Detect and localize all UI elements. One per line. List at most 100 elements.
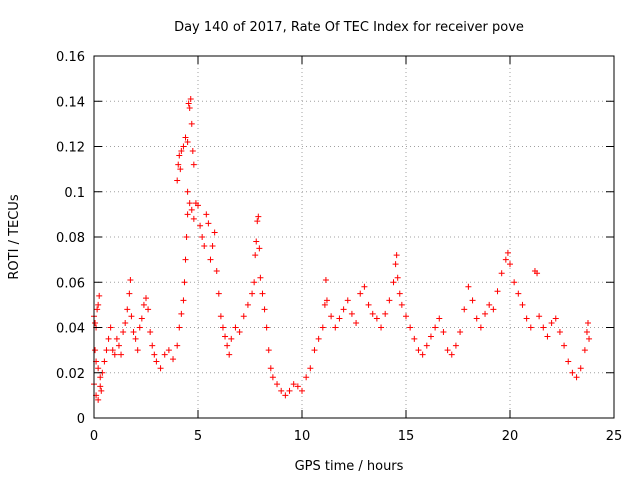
- chart-title: Day 140 of 2017, Rate Of TEC Index for r…: [174, 20, 524, 35]
- x-axis-label: GPS time / hours: [295, 459, 404, 474]
- data-point: [269, 374, 276, 381]
- data-point: [115, 342, 122, 349]
- data-point: [215, 290, 222, 297]
- data-point: [294, 383, 301, 390]
- data-point: [187, 95, 194, 102]
- y-tick-label: 0.1: [64, 186, 85, 201]
- data-point: [407, 324, 414, 331]
- y-tick-label: 0.04: [56, 322, 85, 337]
- data-point: [290, 381, 297, 388]
- data-point: [282, 392, 289, 399]
- data-point: [107, 324, 114, 331]
- data-point: [419, 351, 426, 358]
- data-point: [130, 329, 137, 336]
- data-point: [403, 313, 409, 320]
- data-point: [161, 351, 168, 358]
- data-point: [556, 329, 563, 336]
- data-point: [96, 292, 103, 299]
- data-point: [411, 335, 418, 342]
- data-point: [94, 306, 101, 313]
- data-point: [157, 365, 164, 372]
- data-point: [176, 152, 183, 159]
- data-point: [244, 301, 251, 308]
- data-point: [393, 252, 400, 259]
- data-point: [122, 319, 129, 326]
- data-point: [165, 347, 172, 354]
- data-point: [111, 351, 118, 358]
- data-point: [118, 351, 125, 358]
- data-point: [178, 148, 185, 155]
- data-point: [134, 347, 141, 354]
- data-point: [344, 297, 351, 304]
- data-point: [188, 120, 195, 127]
- data-point: [205, 220, 212, 227]
- data-point: [252, 252, 259, 259]
- data-point: [392, 261, 399, 268]
- data-point: [452, 342, 459, 349]
- data-point: [267, 365, 274, 372]
- data-point: [527, 324, 534, 331]
- data-point: [490, 306, 497, 313]
- data-point: [92, 319, 99, 326]
- x-tick-label: 0: [90, 429, 98, 444]
- data-point: [92, 347, 99, 354]
- data-point: [124, 306, 131, 313]
- data-point: [548, 319, 555, 326]
- data-point: [181, 279, 188, 286]
- data-point: [201, 243, 208, 250]
- data-point: [120, 329, 127, 336]
- y-tick-label: 0: [77, 412, 85, 427]
- data-point: [182, 134, 189, 141]
- data-point: [105, 335, 112, 342]
- data-point: [184, 138, 191, 145]
- data-point: [219, 324, 226, 331]
- data-point: [228, 335, 235, 342]
- data-point: [261, 306, 268, 313]
- data-point: [97, 374, 104, 381]
- data-point: [199, 234, 206, 240]
- x-tick-label: 20: [502, 429, 519, 444]
- data-point: [278, 387, 285, 394]
- data-point: [311, 347, 318, 354]
- data-point: [184, 188, 191, 195]
- data-point: [143, 295, 149, 302]
- data-point: [573, 374, 580, 381]
- data-point: [523, 315, 530, 322]
- data-point: [127, 276, 134, 283]
- data-point: [188, 206, 195, 213]
- data-point: [440, 329, 447, 336]
- data-point: [113, 335, 120, 342]
- data-point: [552, 315, 559, 322]
- data-point: [432, 324, 439, 331]
- data-point: [254, 218, 261, 225]
- data-point: [357, 290, 364, 297]
- data-point: [319, 324, 326, 331]
- data-point: [190, 215, 197, 222]
- data-point: [323, 297, 330, 304]
- data-point: [176, 324, 183, 331]
- data-point: [259, 290, 266, 297]
- y-tick-label: 0.16: [56, 50, 85, 65]
- data-point: [151, 351, 158, 358]
- data-point: [498, 270, 505, 277]
- data-point: [286, 387, 293, 394]
- data-point: [153, 358, 160, 365]
- data-point: [209, 243, 216, 250]
- x-tick-label: 25: [606, 429, 623, 444]
- data-point: [217, 313, 224, 320]
- data-point: [101, 358, 108, 365]
- data-point: [544, 333, 551, 340]
- data-point: [178, 310, 185, 317]
- data-point: [361, 283, 368, 290]
- data-point: [382, 310, 389, 317]
- data-point: [321, 301, 328, 308]
- data-point: [577, 365, 584, 372]
- data-point: [348, 310, 355, 317]
- data-point: [180, 297, 187, 304]
- data-point: [444, 347, 451, 354]
- data-point: [565, 358, 572, 365]
- data-point: [103, 347, 110, 354]
- data-point: [251, 279, 258, 286]
- data-point: [180, 143, 187, 150]
